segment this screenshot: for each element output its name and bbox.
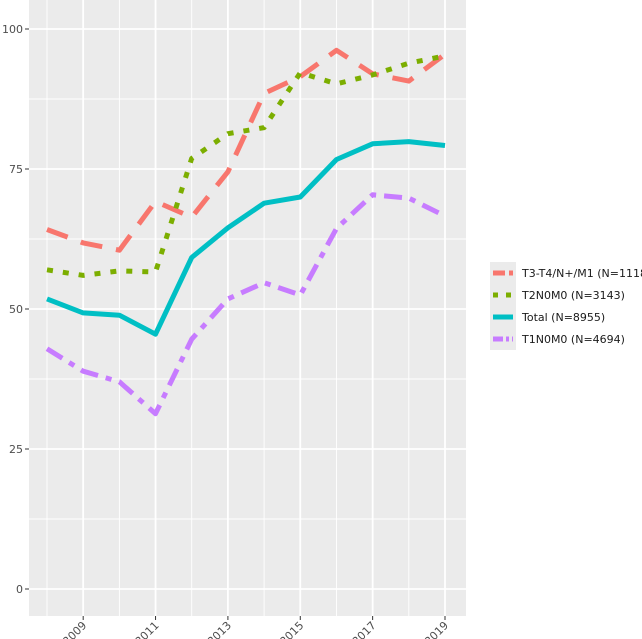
series-line-3 xyxy=(45,192,447,417)
y-tick-label: 100 xyxy=(2,23,23,36)
legend-item: T2N0M0 (N=3143) xyxy=(490,284,642,306)
legend-key xyxy=(490,284,516,306)
plot-panel xyxy=(29,0,466,616)
x-tick-label: 2017 xyxy=(350,619,379,639)
x-tick-label: 2019 xyxy=(422,619,451,639)
legend-item: Total (N=8955) xyxy=(490,306,642,328)
legend-key xyxy=(490,262,516,284)
x-tick-label: 2011 xyxy=(133,619,162,639)
x-tick-label: 2015 xyxy=(277,619,306,639)
legend-label: T3-T4/N+/M1 (N=1118) xyxy=(522,266,642,280)
series-line-1 xyxy=(46,53,446,278)
legend-label: Total (N=8955) xyxy=(522,310,606,324)
series-line-2 xyxy=(46,139,446,337)
series-line-0 xyxy=(46,47,447,253)
grid-major xyxy=(29,0,466,616)
legend-key xyxy=(490,328,516,350)
legend-item: T3-T4/N+/M1 (N=1118) xyxy=(490,262,642,284)
legend-key xyxy=(490,306,516,328)
series-layer xyxy=(45,47,447,417)
legend-label: T1N0M0 (N=4694) xyxy=(522,332,625,346)
x-tick-label: 2013 xyxy=(205,619,234,639)
legend-item: T1N0M0 (N=4694) xyxy=(490,328,642,350)
y-tick-label: 0 xyxy=(16,583,23,596)
x-axis: 2009 2011 2013 2015 2017 2019 xyxy=(60,616,451,639)
x-tick-label: 2009 xyxy=(60,619,89,639)
y-tick-label: 50 xyxy=(9,303,23,316)
legend-label: T2N0M0 (N=3143) xyxy=(522,288,625,302)
legend: T3-T4/N+/M1 (N=1118) T2N0M0 (N=3143) Total… xyxy=(490,262,642,350)
grid-minor xyxy=(29,0,466,616)
y-tick-label: 75 xyxy=(9,163,23,176)
y-axis: 0 25 50 75 100 xyxy=(2,23,29,596)
y-tick-label: 25 xyxy=(9,443,23,456)
